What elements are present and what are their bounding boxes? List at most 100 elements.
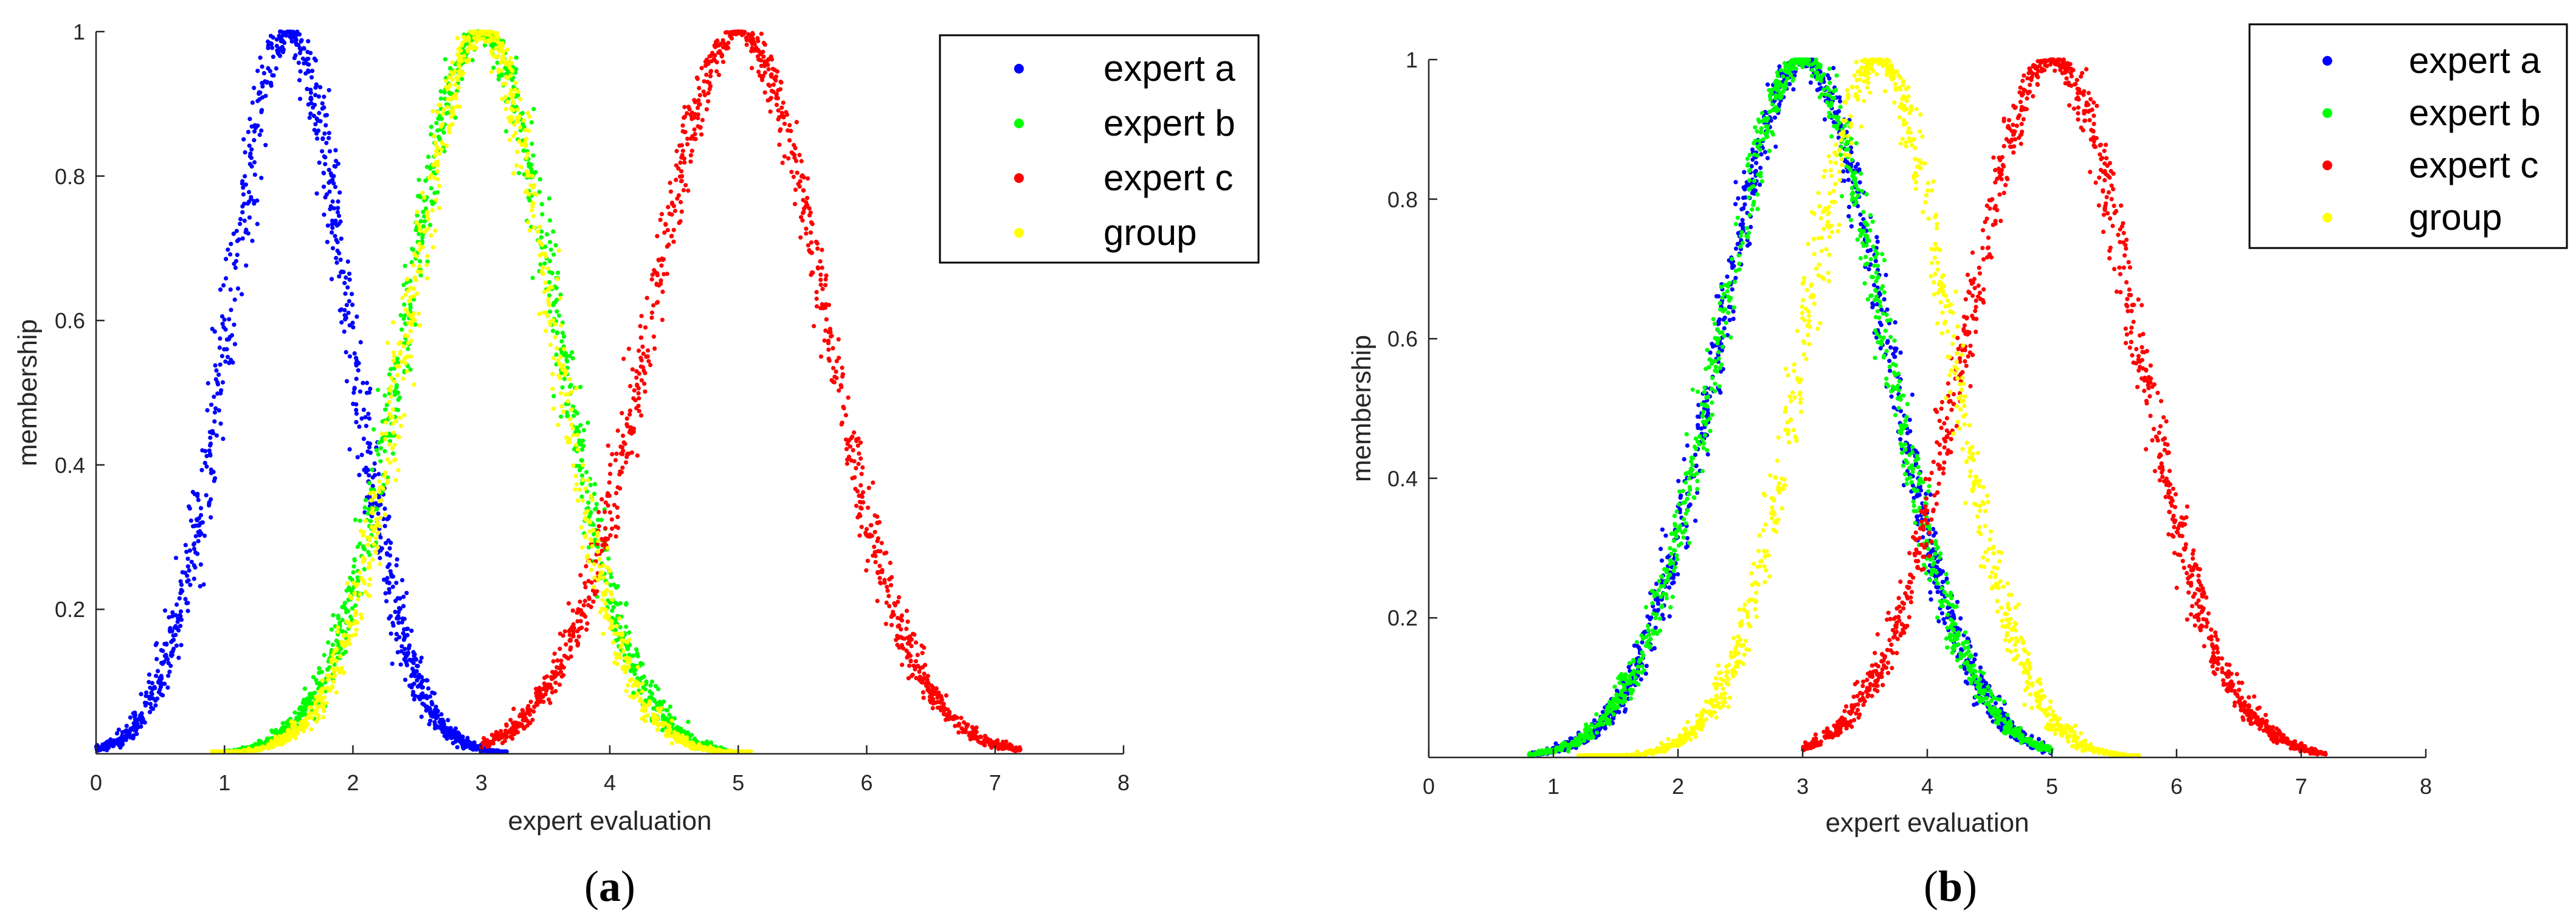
data-point <box>412 652 417 657</box>
data-point <box>348 615 353 619</box>
data-point <box>352 557 357 562</box>
data-point <box>776 117 781 122</box>
data-point <box>761 74 766 78</box>
data-point <box>539 269 544 274</box>
data-point <box>759 32 764 36</box>
data-point <box>440 111 445 116</box>
data-point <box>384 420 388 425</box>
data-point <box>415 664 420 669</box>
data-point <box>189 559 194 564</box>
data-point <box>229 241 233 246</box>
data-point <box>828 334 834 339</box>
data-point <box>420 678 426 683</box>
data-point <box>342 601 347 605</box>
data-point <box>756 57 761 62</box>
data-point <box>579 626 584 630</box>
data-point <box>543 244 548 249</box>
data-point <box>663 715 668 721</box>
data-point <box>158 677 164 682</box>
data-point <box>226 247 230 252</box>
data-point <box>511 706 516 711</box>
data-point <box>339 307 344 312</box>
data-point <box>458 56 463 61</box>
data-point <box>516 723 521 728</box>
x-tick-label: 2 <box>347 770 359 795</box>
data-point <box>418 259 423 264</box>
data-point <box>421 695 426 700</box>
data-point <box>405 334 410 339</box>
data-point <box>531 201 536 205</box>
data-point <box>378 515 383 520</box>
data-point <box>576 607 581 612</box>
data-point <box>832 380 837 385</box>
data-point <box>573 443 579 447</box>
data-point <box>234 229 239 233</box>
data-point <box>624 416 629 421</box>
data-point <box>652 270 657 275</box>
data-point <box>362 581 367 585</box>
data-point <box>398 662 403 667</box>
data-point <box>337 274 342 279</box>
data-point <box>348 576 353 581</box>
data-point <box>661 257 666 262</box>
data-point <box>866 486 871 491</box>
data-point <box>347 323 352 328</box>
data-point <box>247 748 252 753</box>
data-point <box>683 183 688 188</box>
data-point <box>337 190 342 195</box>
data-point <box>651 334 656 339</box>
data-point <box>720 38 725 43</box>
data-point <box>908 653 913 658</box>
data-point <box>789 170 794 174</box>
data-point <box>437 724 443 729</box>
data-point <box>249 147 254 152</box>
y-tick-label: 0.6 <box>55 308 85 333</box>
data-point <box>461 738 466 743</box>
data-point <box>283 33 288 38</box>
data-point <box>244 263 249 268</box>
data-point <box>599 548 604 553</box>
data-point <box>396 467 401 473</box>
data-point <box>508 717 513 722</box>
data-point <box>114 731 120 736</box>
data-point <box>188 582 193 587</box>
data-point <box>342 329 347 334</box>
data-point <box>359 616 364 621</box>
data-point <box>554 346 559 351</box>
data-point <box>306 102 311 107</box>
data-point <box>823 305 827 309</box>
data-point <box>419 714 424 719</box>
data-point <box>431 245 436 250</box>
data-point <box>427 722 432 726</box>
data-point <box>429 125 433 129</box>
data-point <box>656 257 661 262</box>
data-point <box>148 709 153 714</box>
data-point <box>164 641 169 646</box>
data-point <box>334 255 339 261</box>
data-point <box>365 542 371 547</box>
data-point <box>592 491 597 497</box>
data-point <box>354 363 359 368</box>
data-point <box>198 506 204 511</box>
data-point <box>435 177 440 182</box>
data-point <box>973 730 978 735</box>
data-point <box>335 210 340 215</box>
data-point <box>532 183 537 188</box>
data-point <box>561 665 566 670</box>
data-point <box>198 529 202 534</box>
data-point <box>395 616 399 621</box>
data-point <box>243 174 247 179</box>
data-point <box>756 47 761 52</box>
data-point <box>330 666 335 671</box>
data-point <box>548 309 553 314</box>
data-point <box>185 556 190 561</box>
data-point <box>741 32 746 36</box>
data-point <box>376 479 382 484</box>
data-point <box>770 66 775 71</box>
data-point <box>551 252 556 257</box>
data-point <box>562 376 567 381</box>
data-point <box>406 346 410 351</box>
data-point <box>539 202 544 207</box>
data-point <box>433 705 438 709</box>
data-point <box>841 404 846 409</box>
